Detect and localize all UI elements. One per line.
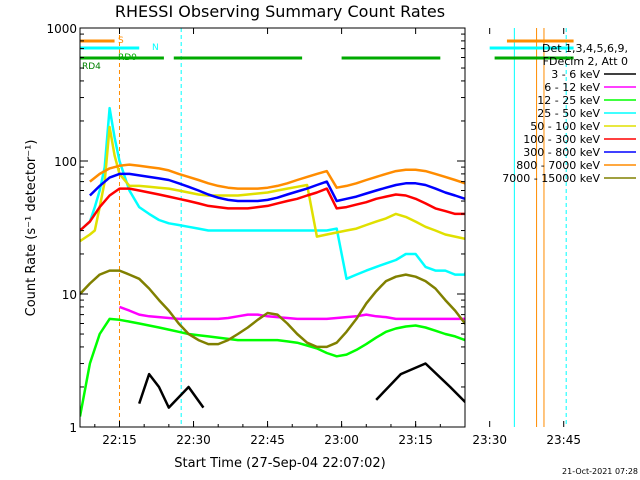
series-line-8	[89, 163, 465, 190]
y-axis: 1 10 100 1000	[46, 22, 465, 435]
x-tick-label: 23:15	[398, 433, 433, 447]
flag-bars: S N RD0 RD4	[80, 36, 574, 72]
x-tick-label: 22:30	[176, 433, 211, 447]
y-tick-label: 1000	[46, 22, 77, 36]
legend-entry-label: 3 - 6 keV	[551, 68, 600, 81]
x-tick-label: 22:45	[250, 433, 285, 447]
y-tick-label: 100	[54, 155, 77, 169]
legend-entry-label: 100 - 300 keV	[523, 133, 600, 146]
legend-entry-label: 7000 - 15000 keV	[502, 172, 600, 185]
series-line-6	[80, 187, 465, 232]
event-marker-lines	[118, 28, 567, 427]
series-line-3	[80, 317, 465, 417]
legend-entry-label: 12 - 25 keV	[537, 94, 600, 107]
x-axis-label: Start Time (27-Sep-04 22:07:02)	[174, 456, 385, 471]
x-axis: 22:15 22:30 22:45 23:00 23:15 23:30 23:45	[94, 28, 581, 447]
legend-header: Det 1,3,4,5,6,9,	[542, 42, 628, 55]
y-tick-label: 10	[62, 288, 77, 302]
flag-bar-label: N	[152, 43, 159, 53]
plot-frame	[79, 27, 466, 428]
series-line-2	[119, 305, 465, 321]
series-line-1	[138, 362, 465, 409]
legend-entry-label: 800 - 7000 keV	[516, 159, 600, 172]
legend-entry-label: 25 - 50 keV	[537, 107, 600, 120]
series-line-7	[89, 172, 465, 203]
series-line-9	[80, 269, 465, 349]
legend-entry-label: 50 - 100 keV	[530, 120, 600, 133]
y-tick-label: 1	[69, 421, 77, 435]
y-axis-label: Count Rate (s⁻¹ detector⁻¹)	[24, 140, 39, 317]
legend-entry-label: 300 - 800 keV	[523, 146, 600, 159]
series-line-5	[80, 125, 465, 243]
x-tick-label: 23:30	[472, 433, 507, 447]
footer-date: 21-Oct-2021 07:28	[562, 467, 638, 476]
series-layer	[80, 106, 465, 417]
x-tick-label: 23:45	[546, 433, 581, 447]
flag-bar-label: RD4	[82, 62, 101, 72]
legend-header: FDecim 2, Att 0	[543, 55, 628, 68]
legend: Det 1,3,4,5,6,9,FDecim 2, Att 03 - 6 keV…	[502, 42, 636, 185]
x-tick-label: 22:15	[102, 433, 137, 447]
flag-bar-label: S	[118, 36, 124, 46]
chart-title: RHESSI Observing Summary Count Rates	[115, 2, 445, 21]
x-tick-label: 23:00	[324, 433, 359, 447]
legend-entry-label: 6 - 12 keV	[544, 81, 600, 94]
flag-bar-label: RD0	[118, 53, 137, 63]
